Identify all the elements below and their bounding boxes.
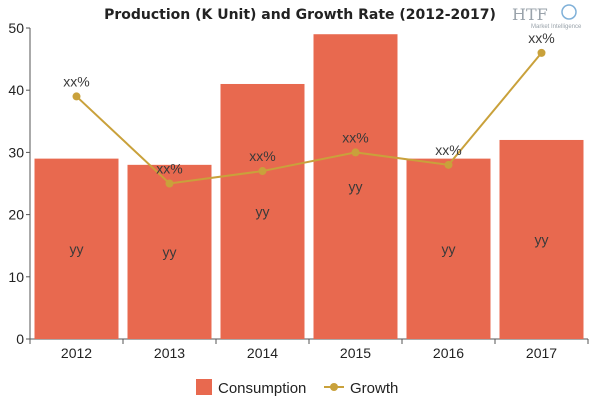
legend: Consumption Growth [196, 379, 398, 397]
x-tick-label: 2015 [340, 345, 371, 361]
bar-consumption [499, 139, 584, 339]
x-tick-label: 2017 [526, 345, 557, 361]
y-tick-label: 10 [8, 269, 24, 285]
x-tick-label: 2014 [247, 345, 278, 361]
growth-label: xx% [249, 148, 275, 164]
growth-point [444, 160, 453, 169]
logo-text: HTF [512, 5, 548, 24]
y-tick-label: 20 [8, 207, 24, 223]
legend-swatch-growth-dot [330, 383, 338, 391]
growth-point [537, 48, 546, 57]
bar-label: yy [163, 244, 177, 260]
growth-label: xx% [528, 30, 554, 46]
growth-line [75, 52, 543, 185]
x-tick-label: 2016 [433, 345, 464, 361]
growth-line-series: xx% xx% xx% xx% xx% xx% [63, 30, 555, 188]
bar-label: yy [256, 203, 270, 219]
axes: 0 10 20 30 40 50 2012 2013 2014 2015 2016 2017 [8, 20, 589, 361]
legend-label-growth: Growth [350, 380, 398, 397]
growth-point [258, 167, 267, 176]
bar-consumption [34, 158, 119, 339]
logo-subtext: Market Intelligence [531, 24, 582, 30]
bar-consumption [220, 83, 305, 339]
y-tick-label: 40 [8, 82, 24, 98]
chart-title: Production (K Unit) and Growth Rate (201… [104, 7, 496, 23]
bar-label: yy [535, 231, 549, 247]
bar-label: yy [349, 179, 363, 195]
bar-label: yy [70, 241, 84, 257]
bar-label: yy [442, 241, 456, 257]
bar-consumption [313, 34, 398, 339]
growth-label: xx% [63, 73, 89, 89]
growth-label: xx% [156, 161, 182, 177]
y-tick-label: 0 [16, 331, 24, 347]
growth-label: xx% [435, 142, 461, 158]
growth-point [72, 92, 81, 101]
y-tick-label: 50 [8, 20, 24, 36]
legend-label-consumption: Consumption [218, 380, 306, 397]
growth-label: xx% [342, 129, 368, 145]
legend-swatch-consumption [196, 379, 212, 395]
y-tick-label: 30 [8, 144, 24, 160]
globe-icon [561, 4, 577, 20]
x-tick-label: 2013 [154, 345, 185, 361]
bar-consumption [406, 158, 491, 339]
growth-point [165, 179, 174, 188]
growth-point [351, 148, 360, 157]
htf-logo: HTF Market Intelligence [512, 4, 582, 30]
bar-consumption [127, 164, 212, 339]
bars: yy yy yy yy yy yy [34, 34, 584, 339]
x-tick-label: 2012 [61, 345, 92, 361]
